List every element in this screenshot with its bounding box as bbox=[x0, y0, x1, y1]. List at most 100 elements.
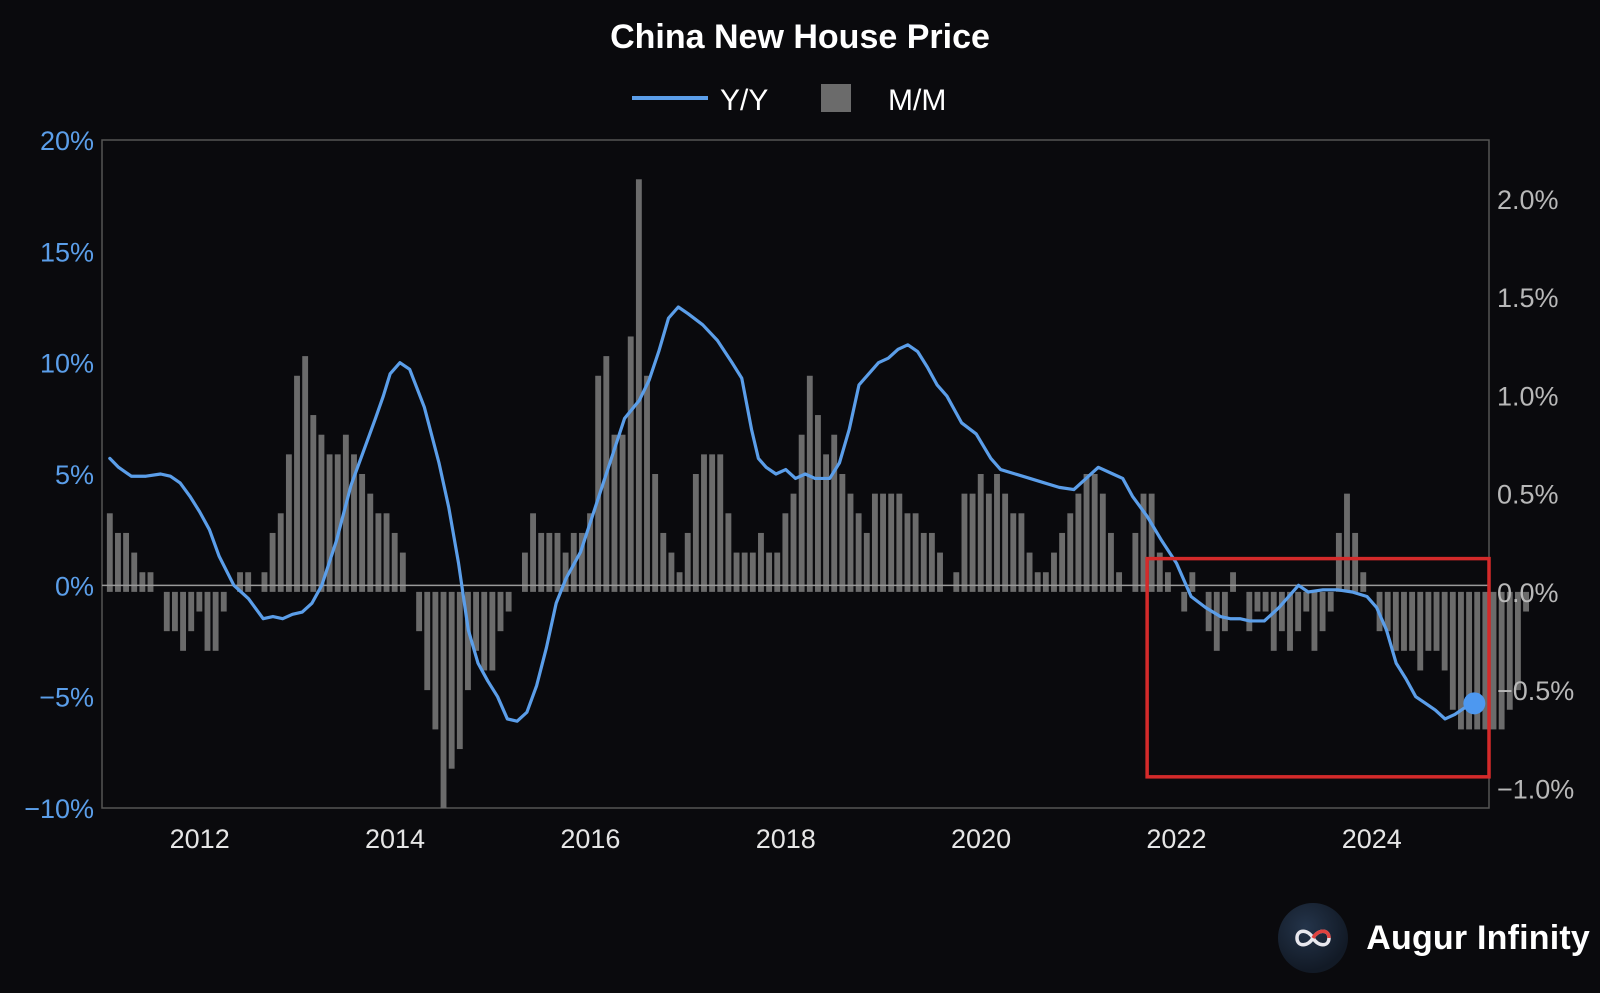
mm-bar bbox=[391, 532, 398, 592]
mm-bar bbox=[953, 572, 960, 592]
mm-bar bbox=[1295, 591, 1302, 632]
mm-bar bbox=[1059, 532, 1066, 592]
y-left-tick-label: 5% bbox=[55, 460, 94, 490]
mm-bar bbox=[481, 591, 488, 671]
mm-bar bbox=[578, 532, 585, 592]
mm-bar bbox=[196, 591, 203, 612]
mm-bar bbox=[880, 493, 886, 592]
mm-bar bbox=[1425, 591, 1432, 651]
brand-name: Augur Infinity bbox=[1366, 918, 1590, 957]
mm-bar bbox=[774, 552, 781, 592]
mm-bar bbox=[115, 532, 121, 592]
mm-bar bbox=[790, 493, 797, 592]
mm-bar bbox=[269, 532, 276, 592]
mm-bar bbox=[1319, 591, 1326, 632]
mm-bar bbox=[1392, 591, 1399, 651]
mm-bar bbox=[237, 572, 243, 592]
mm-bar bbox=[782, 513, 789, 592]
x-tick-label: 2018 bbox=[756, 824, 816, 854]
mm-bar bbox=[855, 513, 862, 592]
legend-yy-label: Y/Y bbox=[720, 84, 768, 117]
mm-bar bbox=[1352, 532, 1359, 592]
mm-bar bbox=[302, 356, 309, 592]
mm-bar bbox=[204, 591, 211, 651]
y-right-tick-label: 0.0% bbox=[1497, 578, 1559, 608]
y-left-tick-label: 10% bbox=[40, 349, 94, 379]
mm-bar bbox=[424, 591, 431, 691]
mm-bar bbox=[766, 552, 773, 592]
mm-bar bbox=[212, 591, 219, 651]
mm-bar bbox=[1498, 591, 1505, 730]
mm-bar bbox=[220, 591, 227, 612]
mm-bar bbox=[448, 591, 455, 769]
mm-bar bbox=[163, 591, 170, 632]
mm-bar bbox=[1466, 591, 1473, 730]
highlight-rect bbox=[1145, 556, 1491, 779]
mm-bar bbox=[1458, 591, 1464, 730]
mm-bar bbox=[1067, 513, 1074, 592]
mm-bar bbox=[1514, 591, 1521, 691]
mm-bar bbox=[497, 591, 504, 632]
mm-bar bbox=[1099, 493, 1106, 592]
mm-bar bbox=[652, 474, 659, 592]
mm-bar bbox=[538, 532, 545, 592]
mm-bar bbox=[1116, 572, 1123, 592]
mm-bar bbox=[1026, 552, 1033, 592]
mm-bar bbox=[1002, 493, 1009, 592]
mm-bar bbox=[749, 552, 756, 592]
mm-bar bbox=[1213, 591, 1220, 651]
mm-bar bbox=[619, 434, 626, 592]
mm-bar bbox=[375, 513, 382, 592]
mm-bar bbox=[180, 591, 186, 651]
y-right-tick-label: −1.0% bbox=[1497, 774, 1574, 804]
mm-bars bbox=[106, 179, 1529, 808]
mm-bar bbox=[733, 552, 740, 592]
mm-bar bbox=[806, 375, 813, 592]
mm-bar bbox=[758, 532, 764, 592]
mm-bar bbox=[1132, 532, 1139, 592]
mm-bar bbox=[1042, 572, 1049, 592]
mm-bar bbox=[701, 454, 707, 592]
mm-bar bbox=[530, 513, 536, 592]
mm-bar bbox=[123, 532, 130, 592]
mm-bar bbox=[1083, 474, 1090, 592]
mm-bar bbox=[1221, 591, 1228, 632]
mm-bar bbox=[277, 513, 284, 592]
x-tick-label: 2022 bbox=[1146, 824, 1206, 854]
mm-bar bbox=[863, 532, 870, 592]
mm-bar bbox=[139, 572, 146, 592]
mm-bar bbox=[399, 552, 406, 592]
mm-bar bbox=[334, 454, 341, 592]
mm-bar bbox=[888, 493, 895, 592]
mm-bar bbox=[521, 552, 528, 592]
x-tick-label: 2012 bbox=[170, 824, 230, 854]
mm-bar bbox=[147, 572, 154, 592]
mm-bar bbox=[326, 454, 333, 592]
infinity-logo-icon bbox=[1278, 903, 1349, 973]
mm-bar bbox=[692, 474, 699, 592]
mm-bar bbox=[383, 513, 390, 592]
legend-mm-label: M/M bbox=[888, 84, 946, 117]
mm-bar bbox=[318, 434, 325, 592]
mm-bar bbox=[977, 474, 984, 592]
mm-bar bbox=[188, 591, 195, 632]
mm-bar bbox=[1246, 591, 1253, 632]
mm-bar bbox=[310, 415, 317, 592]
mm-bar bbox=[1156, 552, 1163, 592]
mm-bar bbox=[1165, 572, 1171, 592]
mm-bar bbox=[172, 591, 178, 632]
mm-bar bbox=[465, 591, 471, 691]
y-right-axis-ticks: 2.0% 1.5% 1.0% 0.5% 0.0% −0.5% −1.0% bbox=[1497, 185, 1574, 804]
mm-bar bbox=[1506, 591, 1513, 710]
x-axis-ticks: 2012 2014 2016 2018 2020 2022 2024 bbox=[170, 824, 1402, 854]
mm-bar bbox=[106, 513, 113, 592]
y-right-tick-label: −0.5% bbox=[1497, 676, 1574, 706]
mm-bar bbox=[1075, 493, 1082, 592]
mm-bar bbox=[473, 591, 480, 651]
mm-bar bbox=[798, 434, 805, 592]
mm-bar bbox=[1490, 591, 1497, 730]
mm-bar bbox=[815, 415, 821, 592]
mm-bar bbox=[1189, 572, 1196, 592]
mm-bar bbox=[294, 375, 300, 592]
mm-bar bbox=[660, 532, 667, 592]
